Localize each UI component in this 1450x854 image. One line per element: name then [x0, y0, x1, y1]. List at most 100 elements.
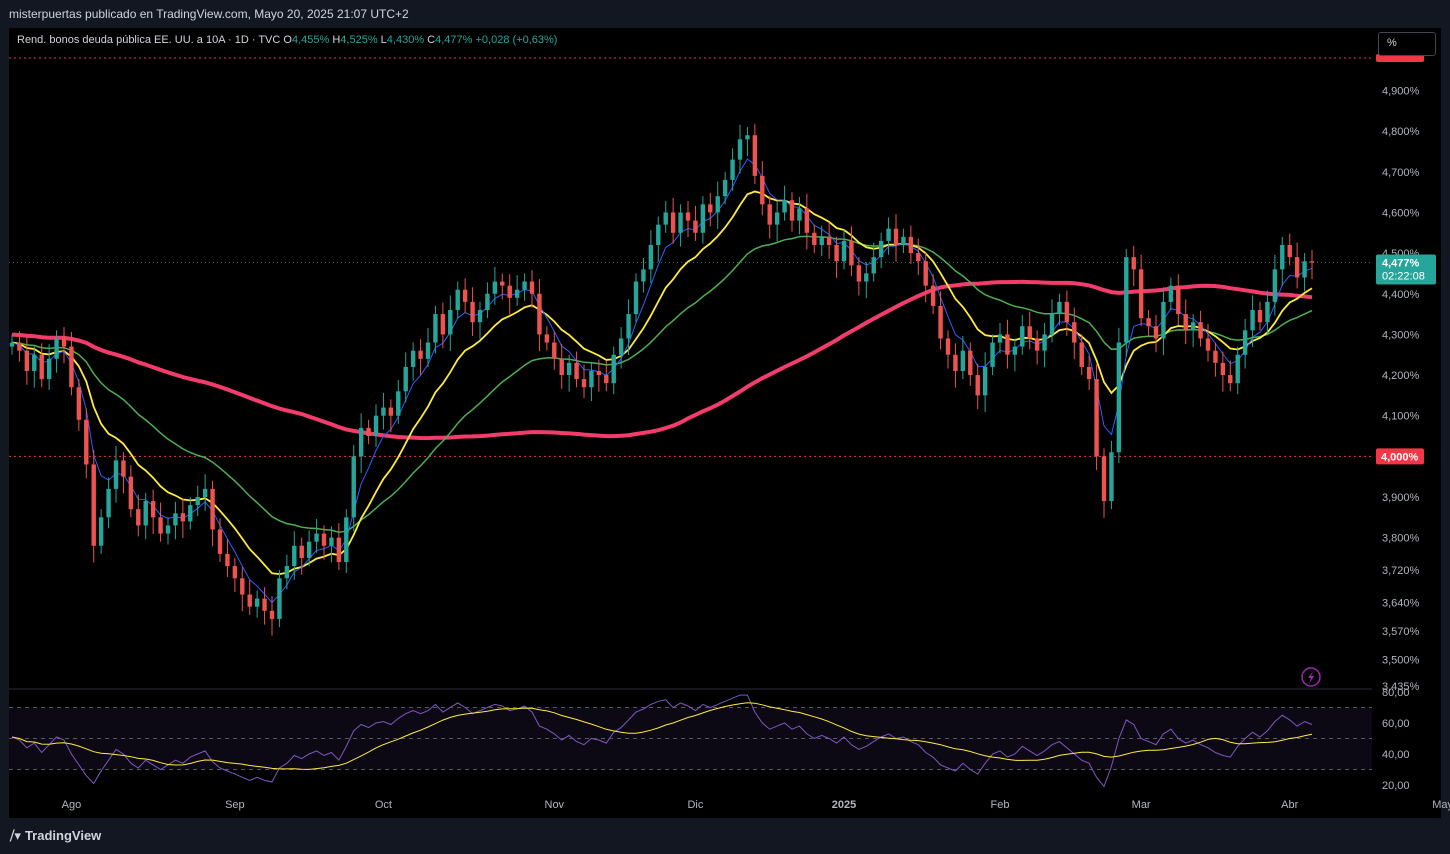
price-tick-label: 4,300% — [1382, 329, 1420, 341]
candle-body — [299, 545, 304, 558]
candle-body — [1131, 257, 1136, 270]
candle-body — [737, 139, 743, 160]
candle-body — [358, 427, 364, 457]
candle-body — [611, 354, 616, 384]
candle-body — [284, 566, 290, 579]
candle-body — [789, 200, 795, 221]
candle-body — [1250, 310, 1255, 331]
candle-body — [1287, 244, 1292, 258]
time-tick-label: Mar — [1132, 799, 1151, 811]
close-label: C — [427, 34, 436, 46]
ma-long-line — [11, 279, 1313, 441]
high-value: 4,525% — [340, 34, 378, 46]
price-tick-label: 3,640% — [1382, 598, 1420, 610]
candle-body — [826, 236, 832, 245]
open-label: O — [283, 34, 292, 46]
rsi-tick-label: 80,00 — [1382, 687, 1410, 699]
candle-body — [143, 501, 148, 526]
candle-body — [864, 273, 869, 282]
candle-body — [1213, 350, 1218, 363]
time-tick-label: Mayo — [1432, 799, 1450, 811]
price-tick-label: 3,800% — [1382, 533, 1420, 545]
candle-body — [381, 407, 386, 416]
price-tick-label: 3,435% — [1382, 681, 1420, 693]
candle-body — [1265, 301, 1270, 323]
candle-body — [46, 358, 52, 380]
low-label: L — [380, 34, 387, 46]
candle-body — [715, 196, 720, 213]
price-tick-label: 3,900% — [1382, 492, 1420, 504]
candle-body — [685, 212, 691, 221]
time-tick-label: 2025 — [832, 799, 856, 811]
candle-body — [678, 212, 683, 233]
candle-body — [566, 362, 572, 376]
candle-body — [344, 517, 349, 563]
candle-body — [396, 391, 401, 416]
open-value: 4,455% — [291, 34, 330, 46]
close-value: 4,477% — [435, 34, 473, 46]
top-level-badge — [1376, 54, 1424, 62]
candle-body — [1020, 326, 1025, 347]
candle-body — [232, 566, 238, 579]
rsi-line — [11, 694, 1313, 788]
candle-body — [960, 350, 966, 371]
candle-body — [336, 537, 342, 563]
candle-body — [410, 350, 416, 367]
candle-body — [462, 289, 468, 302]
candle-body — [1072, 322, 1077, 343]
candle-body — [626, 314, 631, 339]
candle-body — [841, 240, 847, 262]
price-tick-label: 3,720% — [1382, 565, 1420, 577]
percent-scale-button[interactable]: % — [1378, 32, 1436, 56]
candle-body — [1280, 244, 1285, 270]
candle-body — [24, 350, 30, 371]
candle-body — [574, 362, 579, 380]
candle-body — [1079, 342, 1084, 367]
chart-frame[interactable] — [9, 28, 1441, 818]
candle-body — [1168, 285, 1174, 302]
price-tick-label: 4,100% — [1382, 411, 1420, 423]
candle-body — [113, 460, 119, 489]
candle-body — [277, 578, 282, 619]
candle-body — [262, 598, 267, 611]
candle-body — [1064, 301, 1070, 323]
last-price-value: 4,477% — [1382, 257, 1420, 269]
candle-body — [1205, 338, 1211, 351]
rsi-tick-label: 60,00 — [1382, 718, 1410, 730]
candle-body — [188, 505, 193, 522]
footer: ⧸▾ TradingView — [0, 818, 1450, 854]
high-label: H — [332, 34, 341, 46]
candle-body — [373, 415, 379, 437]
candle-body — [254, 598, 260, 607]
candle-body — [722, 179, 728, 197]
candle-body — [1198, 322, 1203, 339]
candle-body — [1086, 366, 1092, 380]
candle-body — [39, 354, 44, 380]
candle-body — [916, 253, 921, 262]
candle-body — [247, 594, 252, 607]
tradingview-logo[interactable]: ⧸▾ TradingView — [10, 828, 101, 844]
candle-body — [165, 525, 171, 534]
candle-body — [136, 509, 141, 526]
candle-body — [470, 301, 475, 323]
candle-body — [321, 533, 327, 546]
candle-body — [128, 476, 134, 510]
candle-body — [514, 289, 520, 298]
candle-body — [656, 224, 661, 245]
candle-body — [455, 289, 460, 311]
candle-body — [901, 236, 906, 245]
tradingview-logo-icon: ⧸▾ — [10, 828, 21, 843]
candle-body — [1138, 269, 1144, 319]
candle-body — [797, 208, 802, 221]
candle-body — [982, 366, 988, 396]
level-badge-value: 4,000% — [1381, 451, 1419, 463]
last-price-badge — [1376, 254, 1436, 285]
price-tick-label: 4,200% — [1382, 370, 1420, 382]
candle-body — [500, 281, 505, 286]
candle-body — [774, 212, 780, 225]
candle-body — [69, 346, 74, 388]
candle-body — [98, 517, 104, 546]
candle-body — [173, 513, 178, 526]
candle-body — [1257, 310, 1263, 323]
